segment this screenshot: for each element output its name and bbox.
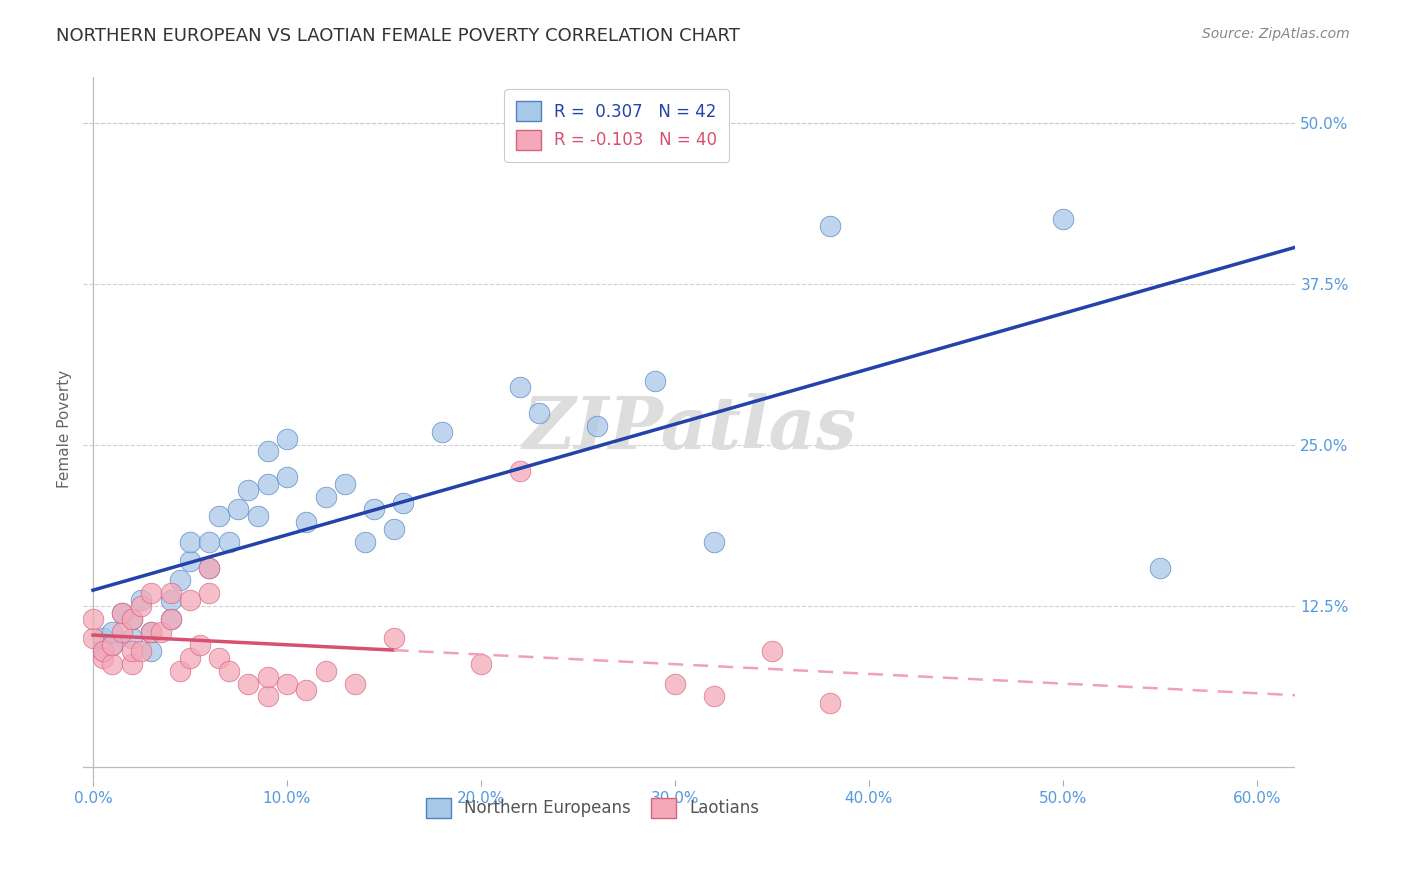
Point: [169, 664, 191, 678]
Point: [101, 638, 124, 652]
Point: [246, 508, 269, 523]
Point: [159, 612, 181, 626]
Point: [703, 534, 725, 549]
Point: [91, 644, 114, 658]
Y-axis label: Female Poverty: Female Poverty: [58, 370, 72, 488]
Point: [131, 644, 153, 658]
Point: [236, 483, 259, 497]
Point: [121, 657, 143, 672]
Point: [218, 534, 240, 549]
Point: [353, 534, 375, 549]
Point: [276, 470, 298, 484]
Point: [256, 476, 278, 491]
Point: [276, 676, 298, 690]
Point: [315, 490, 337, 504]
Point: [509, 380, 531, 394]
Point: [1149, 560, 1171, 574]
Point: [179, 534, 201, 549]
Point: [121, 644, 143, 658]
Point: [295, 516, 318, 530]
Point: [101, 657, 124, 672]
Point: [121, 612, 143, 626]
Point: [703, 690, 725, 704]
Point: [295, 683, 318, 698]
Point: [644, 374, 666, 388]
Point: [198, 534, 221, 549]
Point: [188, 638, 211, 652]
Point: [179, 650, 201, 665]
Point: [121, 632, 143, 646]
Point: [111, 625, 134, 640]
Point: [82, 632, 104, 646]
Point: [91, 650, 114, 665]
Point: [141, 586, 163, 600]
Point: [91, 644, 114, 658]
Point: [101, 625, 124, 640]
Point: [101, 638, 124, 652]
Point: [141, 644, 163, 658]
Point: [818, 696, 841, 710]
Point: [131, 592, 153, 607]
Point: [382, 522, 405, 536]
Point: [159, 592, 181, 607]
Point: [256, 444, 278, 458]
Point: [208, 650, 231, 665]
Point: [121, 612, 143, 626]
Point: [179, 554, 201, 568]
Point: [315, 664, 337, 678]
Point: [509, 464, 531, 478]
Point: [392, 496, 415, 510]
Point: [256, 670, 278, 684]
Point: [430, 425, 453, 439]
Point: [111, 606, 134, 620]
Point: [818, 219, 841, 233]
Point: [256, 690, 278, 704]
Point: [159, 586, 181, 600]
Point: [159, 612, 181, 626]
Legend: Northern Europeans, Laotians: Northern Europeans, Laotians: [419, 791, 766, 825]
Point: [141, 625, 163, 640]
Text: NORTHERN EUROPEAN VS LAOTIAN FEMALE POVERTY CORRELATION CHART: NORTHERN EUROPEAN VS LAOTIAN FEMALE POVE…: [56, 27, 740, 45]
Point: [236, 676, 259, 690]
Point: [82, 612, 104, 626]
Point: [131, 599, 153, 614]
Point: [91, 632, 114, 646]
Point: [179, 592, 201, 607]
Point: [208, 508, 231, 523]
Point: [761, 644, 783, 658]
Text: Source: ZipAtlas.com: Source: ZipAtlas.com: [1202, 27, 1350, 41]
Point: [218, 664, 240, 678]
Point: [1052, 212, 1074, 227]
Point: [198, 560, 221, 574]
Point: [169, 574, 191, 588]
Point: [198, 586, 221, 600]
Point: [198, 560, 221, 574]
Point: [470, 657, 492, 672]
Point: [382, 632, 405, 646]
Point: [343, 676, 366, 690]
Point: [141, 625, 163, 640]
Text: ZIPatlas: ZIPatlas: [522, 393, 856, 465]
Point: [276, 432, 298, 446]
Point: [363, 502, 385, 516]
Point: [149, 625, 172, 640]
Point: [228, 502, 250, 516]
Point: [527, 406, 550, 420]
Point: [664, 676, 686, 690]
Point: [586, 418, 609, 433]
Point: [111, 606, 134, 620]
Point: [333, 476, 356, 491]
